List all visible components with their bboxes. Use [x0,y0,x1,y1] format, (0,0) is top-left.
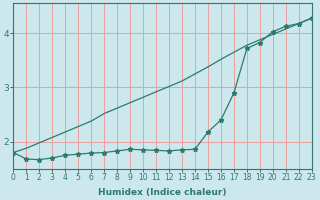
X-axis label: Humidex (Indice chaleur): Humidex (Indice chaleur) [98,188,227,197]
